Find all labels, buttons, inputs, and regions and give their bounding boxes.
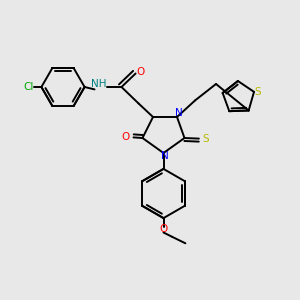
Text: O: O [159,224,168,235]
Text: Cl: Cl [24,82,34,92]
Text: S: S [202,134,209,144]
Text: NH: NH [91,79,107,89]
Text: N: N [161,151,169,161]
Text: O: O [136,67,144,77]
Text: O: O [122,132,130,142]
Text: N: N [175,108,182,118]
Text: S: S [254,88,261,98]
